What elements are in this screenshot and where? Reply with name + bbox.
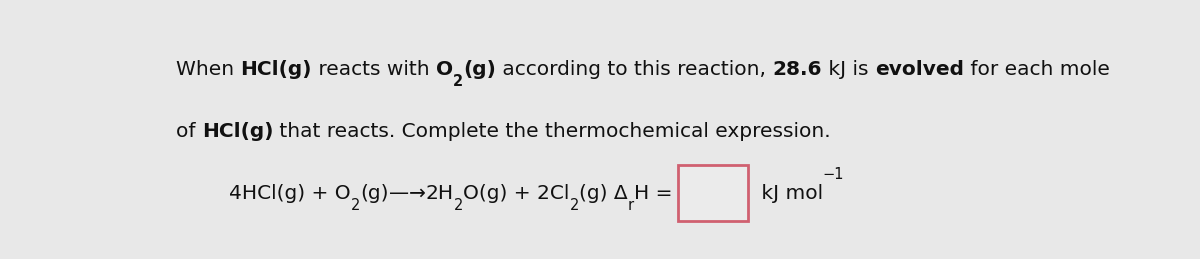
Text: 2: 2 (454, 198, 463, 213)
Text: 2: 2 (350, 198, 360, 213)
Text: (g) Δ: (g) Δ (578, 184, 628, 203)
Text: HCl(g): HCl(g) (240, 60, 312, 79)
Text: 2: 2 (570, 198, 578, 213)
FancyBboxPatch shape (678, 165, 748, 221)
Text: of: of (176, 122, 202, 141)
Text: (g): (g) (360, 184, 389, 203)
Text: according to this reaction,: according to this reaction, (496, 60, 773, 79)
Text: for each mole: for each mole (964, 60, 1110, 79)
Text: →: → (409, 184, 426, 203)
Text: 2H: 2H (426, 184, 454, 203)
Text: −1: −1 (823, 167, 845, 182)
Text: —: — (389, 184, 409, 203)
Text: 2: 2 (454, 74, 463, 89)
Text: 28.6: 28.6 (773, 60, 822, 79)
Text: r: r (628, 198, 634, 213)
Text: When: When (176, 60, 240, 79)
Text: evolved: evolved (875, 60, 964, 79)
Text: H =: H = (634, 184, 678, 203)
Text: HCl(g): HCl(g) (202, 122, 274, 141)
Text: O: O (436, 60, 454, 79)
Text: reacts with: reacts with (312, 60, 436, 79)
Text: that reacts. Complete the thermochemical expression.: that reacts. Complete the thermochemical… (274, 122, 832, 141)
Text: kJ is: kJ is (822, 60, 875, 79)
Text: O(g) + 2Cl: O(g) + 2Cl (463, 184, 570, 203)
Text: (g): (g) (463, 60, 496, 79)
Text: 4HCl(g) + O: 4HCl(g) + O (229, 184, 350, 203)
Text: kJ mol: kJ mol (755, 184, 823, 203)
